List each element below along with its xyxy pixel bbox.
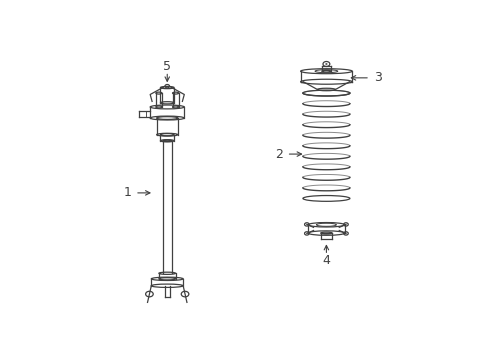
Text: 3: 3 (373, 71, 381, 84)
Text: 2: 2 (275, 148, 283, 161)
Text: 4: 4 (322, 254, 330, 267)
Text: 1: 1 (123, 186, 131, 199)
Text: 5: 5 (163, 60, 171, 73)
Circle shape (325, 63, 327, 65)
